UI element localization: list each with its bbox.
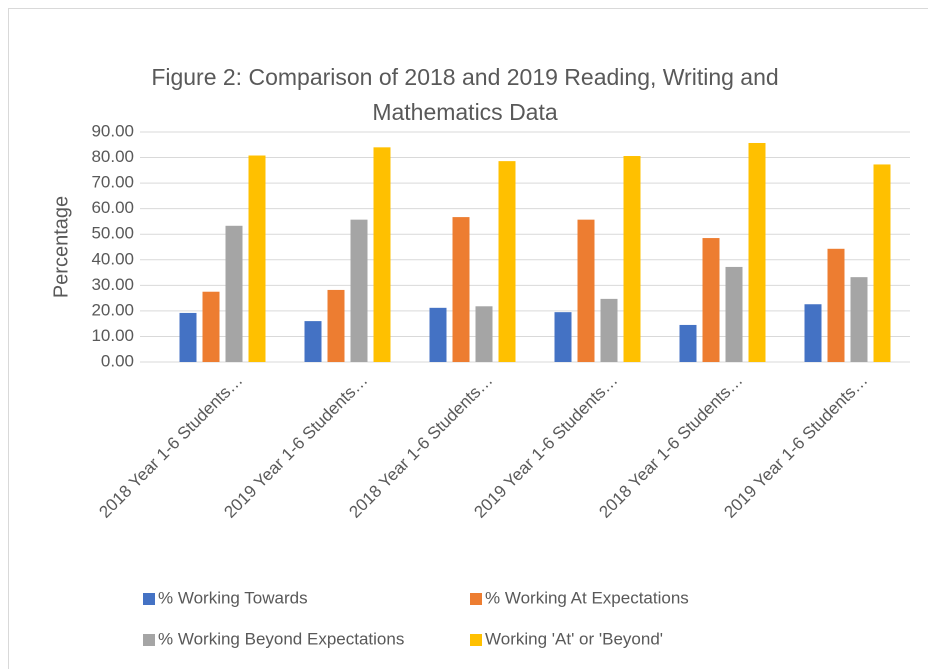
y-tick-label: 90.00 xyxy=(91,121,134,140)
bar xyxy=(475,306,493,362)
bar xyxy=(702,238,720,362)
bar xyxy=(850,277,868,362)
legend-swatch xyxy=(143,593,155,605)
legend-swatch xyxy=(470,634,482,646)
bar xyxy=(679,324,697,362)
bar xyxy=(373,147,391,362)
y-tick-label: 10.00 xyxy=(91,326,134,345)
bar xyxy=(748,142,766,362)
bar xyxy=(179,312,197,362)
bar xyxy=(304,321,322,362)
chart-title: Figure 2: Comparison of 2018 and 2019 Re… xyxy=(151,64,779,125)
bar xyxy=(804,304,822,362)
y-axis-label: Percentage xyxy=(50,196,72,298)
legend-label: % Working Towards xyxy=(158,588,308,607)
y-tick-label: 50.00 xyxy=(91,224,134,243)
bar xyxy=(623,156,641,362)
legend-swatch xyxy=(143,634,155,646)
y-tick-label: 70.00 xyxy=(91,173,134,192)
y-tick-label: 30.00 xyxy=(91,275,134,294)
y-tick-label: 80.00 xyxy=(91,147,134,166)
y-tick-label: 20.00 xyxy=(91,300,134,319)
bar xyxy=(429,307,447,362)
bar xyxy=(452,217,470,362)
legend-label: % Working At Expectations xyxy=(485,588,689,607)
y-tick-label: 60.00 xyxy=(91,198,134,217)
bar xyxy=(554,312,572,362)
bar xyxy=(498,161,516,362)
bar xyxy=(827,248,845,362)
bar xyxy=(350,219,368,362)
bar xyxy=(327,289,345,362)
bar xyxy=(202,291,220,362)
y-tick-label: 0.00 xyxy=(101,351,134,370)
bar xyxy=(577,219,595,362)
bar xyxy=(873,164,891,362)
bar xyxy=(600,298,618,362)
bar xyxy=(225,225,243,362)
bar xyxy=(248,155,266,362)
bar xyxy=(725,266,743,362)
legend-label: Working 'At' or 'Beyond' xyxy=(485,629,663,648)
legend-swatch xyxy=(470,593,482,605)
y-tick-label: 40.00 xyxy=(91,249,134,268)
legend-label: % Working Beyond Expectations xyxy=(158,629,404,648)
